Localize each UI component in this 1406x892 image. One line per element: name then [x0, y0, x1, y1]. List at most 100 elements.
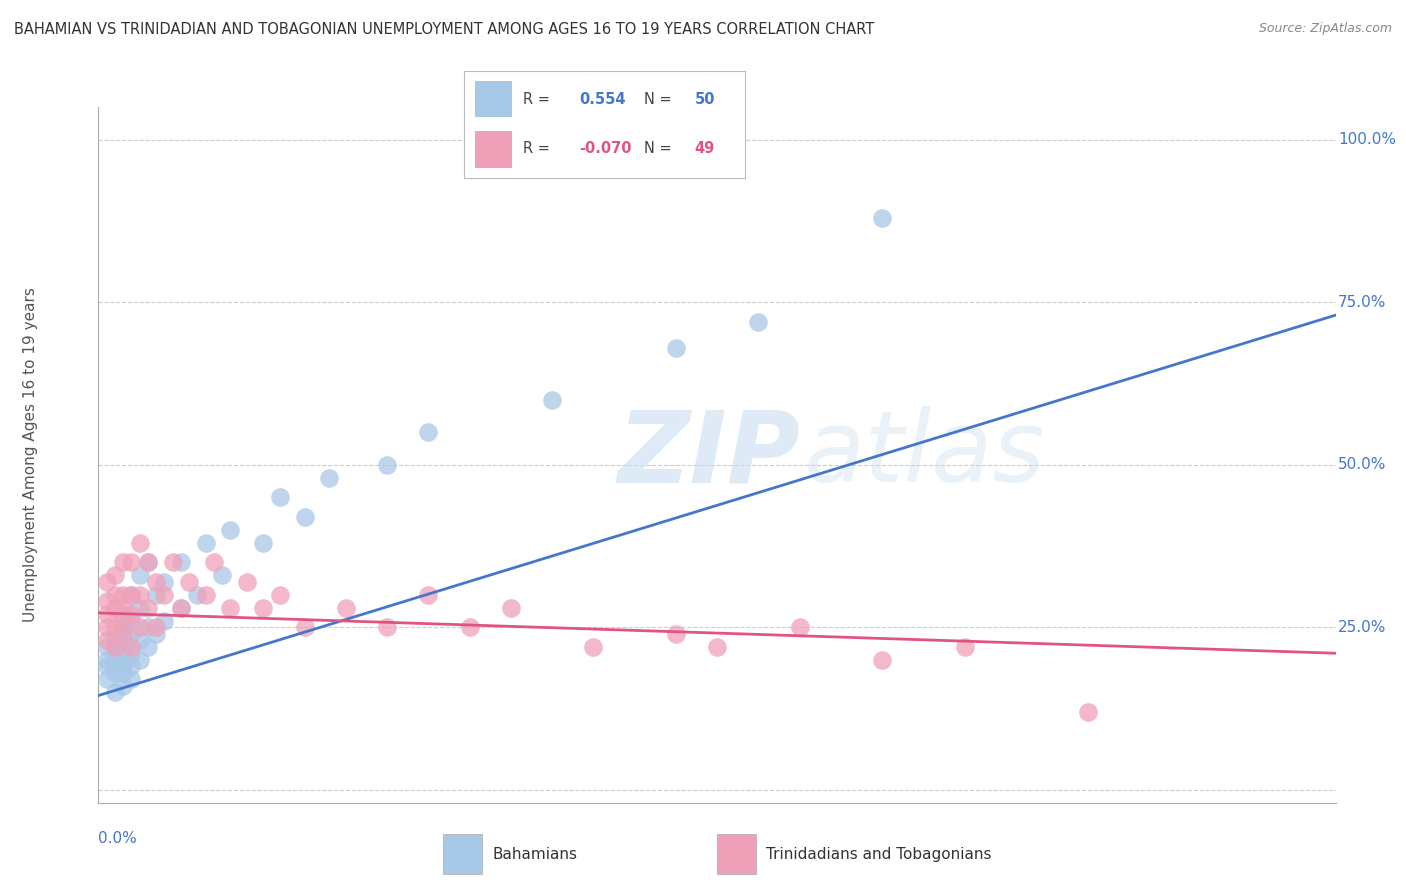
Text: 50: 50 — [695, 92, 716, 107]
Text: R =: R = — [523, 141, 554, 156]
Point — [120, 614, 142, 628]
Text: 0.0%: 0.0% — [98, 830, 138, 846]
Point — [136, 555, 159, 569]
Point — [104, 633, 127, 648]
Point — [1077, 705, 1099, 719]
Text: -0.070: -0.070 — [579, 141, 631, 156]
Point — [170, 600, 193, 615]
Point — [120, 672, 142, 686]
Point — [120, 626, 142, 640]
Point — [112, 614, 135, 628]
Text: Trinidadians and Tobagonians: Trinidadians and Tobagonians — [766, 847, 991, 862]
Text: 0.554: 0.554 — [579, 92, 626, 107]
Point — [335, 600, 357, 615]
Point — [219, 523, 242, 537]
Point — [318, 471, 340, 485]
Point — [128, 600, 150, 615]
Point — [665, 341, 688, 355]
Point — [104, 600, 127, 615]
Text: 49: 49 — [695, 141, 714, 156]
Point — [96, 633, 118, 648]
Point — [789, 620, 811, 634]
Point — [136, 620, 159, 634]
Point — [96, 607, 118, 622]
Point — [202, 555, 225, 569]
Point — [499, 600, 522, 615]
Point — [104, 665, 127, 680]
Point — [269, 490, 291, 504]
Point — [186, 588, 208, 602]
Point — [706, 640, 728, 654]
Text: atlas: atlas — [804, 407, 1045, 503]
Point — [269, 588, 291, 602]
Point — [96, 594, 118, 608]
Point — [96, 653, 118, 667]
Text: 100.0%: 100.0% — [1339, 132, 1396, 147]
Point — [128, 620, 150, 634]
Point — [145, 620, 167, 634]
Point — [104, 640, 127, 654]
Point — [120, 640, 142, 654]
Point — [128, 535, 150, 549]
Point — [112, 679, 135, 693]
Point — [104, 588, 127, 602]
Point — [870, 211, 893, 225]
Point — [128, 653, 150, 667]
Point — [870, 653, 893, 667]
Point — [112, 600, 135, 615]
Point — [112, 555, 135, 569]
Point — [120, 588, 142, 602]
Point — [375, 458, 398, 472]
Point — [120, 588, 142, 602]
Point — [96, 620, 118, 634]
FancyBboxPatch shape — [443, 834, 481, 874]
Point — [120, 646, 142, 660]
Point — [294, 620, 316, 634]
Point — [541, 392, 564, 407]
Point — [375, 620, 398, 634]
FancyBboxPatch shape — [717, 834, 756, 874]
Point — [153, 614, 176, 628]
Point — [418, 425, 440, 439]
Point — [136, 555, 159, 569]
Point — [136, 600, 159, 615]
Point — [582, 640, 605, 654]
Text: Bahamians: Bahamians — [492, 847, 576, 862]
Point — [458, 620, 481, 634]
Point — [145, 626, 167, 640]
Point — [104, 685, 127, 699]
Point — [194, 535, 217, 549]
Point — [252, 600, 274, 615]
Point — [153, 588, 176, 602]
Point — [145, 574, 167, 589]
Point — [112, 653, 135, 667]
Point — [219, 600, 242, 615]
Point — [252, 535, 274, 549]
Point — [294, 509, 316, 524]
Point — [179, 574, 201, 589]
Text: BAHAMIAN VS TRINIDADIAN AND TOBAGONIAN UNEMPLOYMENT AMONG AGES 16 TO 19 YEARS CO: BAHAMIAN VS TRINIDADIAN AND TOBAGONIAN U… — [14, 22, 875, 37]
Point — [112, 626, 135, 640]
Point — [170, 600, 193, 615]
Text: 75.0%: 75.0% — [1339, 294, 1386, 310]
Text: N =: N = — [644, 92, 676, 107]
Text: R =: R = — [523, 92, 554, 107]
Point — [112, 665, 135, 680]
Point — [112, 633, 135, 648]
Text: 25.0%: 25.0% — [1339, 620, 1386, 635]
FancyBboxPatch shape — [475, 131, 512, 168]
Text: Source: ZipAtlas.com: Source: ZipAtlas.com — [1258, 22, 1392, 36]
Point — [112, 640, 135, 654]
Point — [153, 574, 176, 589]
Point — [128, 568, 150, 582]
Point — [112, 620, 135, 634]
Point — [418, 588, 440, 602]
Point — [120, 659, 142, 673]
Point — [170, 555, 193, 569]
Text: 50.0%: 50.0% — [1339, 458, 1386, 472]
Point — [128, 633, 150, 648]
Text: N =: N = — [644, 141, 676, 156]
Point — [104, 653, 127, 667]
Point — [665, 626, 688, 640]
Point — [96, 659, 118, 673]
